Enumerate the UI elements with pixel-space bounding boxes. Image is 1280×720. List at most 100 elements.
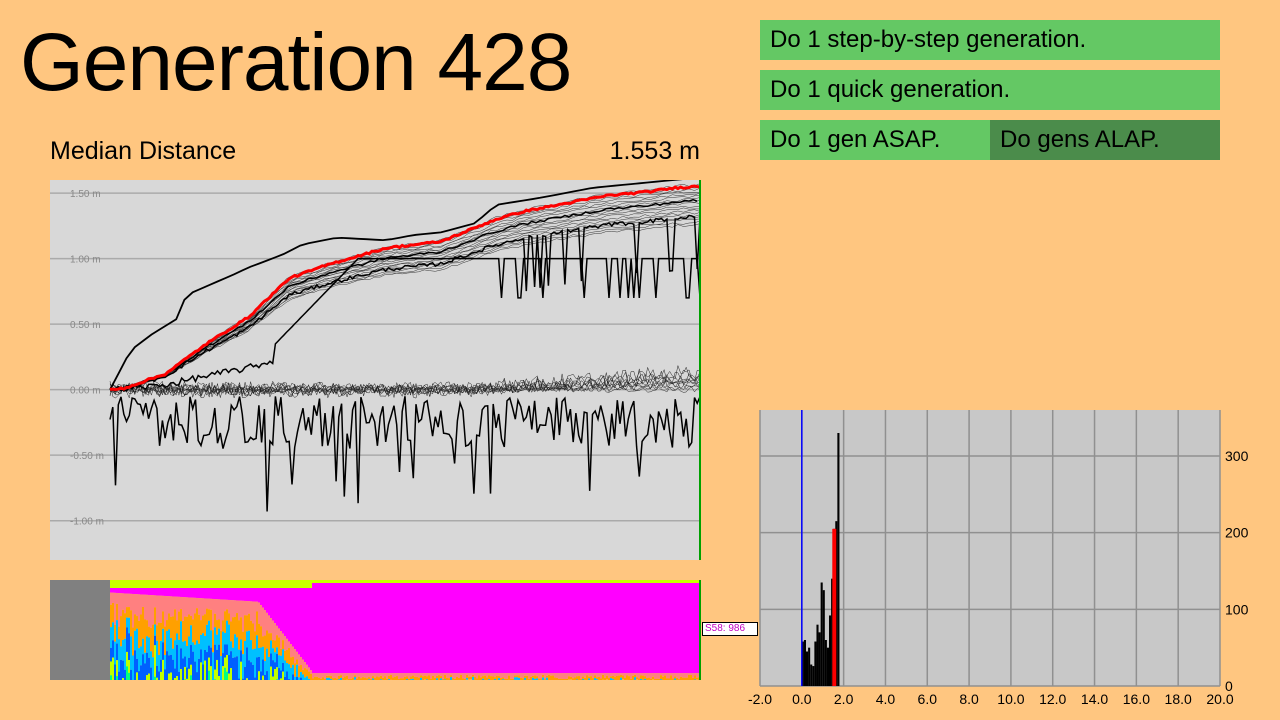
gens-alap-button[interactable]: Do gens ALAP. bbox=[990, 120, 1220, 160]
gen-asap-button[interactable]: Do 1 gen ASAP. bbox=[760, 120, 990, 160]
species-band bbox=[292, 588, 294, 647]
species-band bbox=[260, 588, 262, 606]
species-band bbox=[488, 673, 490, 676]
species-band bbox=[258, 602, 260, 624]
species-band bbox=[530, 673, 532, 677]
species-band bbox=[450, 677, 452, 680]
species-band bbox=[562, 583, 564, 674]
species-band bbox=[546, 580, 548, 583]
species-band bbox=[572, 583, 574, 674]
species-band bbox=[248, 601, 250, 614]
species-band bbox=[390, 674, 392, 680]
species-band bbox=[272, 676, 274, 680]
species-band bbox=[142, 607, 144, 639]
species-band bbox=[474, 583, 476, 674]
species-band bbox=[492, 676, 494, 680]
species-band bbox=[326, 677, 328, 680]
species-band bbox=[682, 673, 684, 678]
species-band bbox=[570, 673, 572, 677]
species-band bbox=[438, 583, 440, 674]
species-band bbox=[454, 580, 456, 583]
species-band bbox=[240, 588, 242, 601]
species-band bbox=[152, 580, 154, 588]
species-band bbox=[174, 640, 176, 669]
histogram-bar bbox=[822, 590, 825, 686]
species-band bbox=[384, 580, 386, 583]
species-band bbox=[626, 583, 628, 674]
species-band bbox=[420, 580, 422, 583]
species-band bbox=[578, 676, 580, 680]
species-band bbox=[616, 583, 618, 674]
distance-chart: 1.50 m1.00 m0.50 m0.00 m-0.50 m-1.00 m bbox=[50, 180, 701, 560]
species-band bbox=[406, 580, 408, 583]
species-band bbox=[508, 675, 510, 680]
species-band bbox=[518, 580, 520, 583]
species-band bbox=[522, 678, 524, 680]
species-band bbox=[504, 580, 506, 583]
species-band bbox=[204, 649, 206, 661]
species-band bbox=[568, 580, 570, 583]
species-band bbox=[334, 673, 336, 678]
species-band bbox=[160, 595, 162, 623]
species-band bbox=[494, 673, 496, 678]
quick-generation-button[interactable]: Do 1 quick generation. bbox=[760, 70, 1220, 110]
species-band bbox=[622, 675, 624, 680]
species-band bbox=[306, 664, 308, 670]
species-band bbox=[272, 620, 274, 640]
species-band bbox=[146, 675, 148, 680]
species-band bbox=[208, 670, 210, 680]
species-band bbox=[174, 677, 176, 680]
species-band bbox=[142, 638, 144, 655]
species-band bbox=[476, 678, 478, 680]
species-band bbox=[296, 580, 298, 588]
species-band bbox=[518, 677, 520, 680]
species-band bbox=[238, 600, 240, 621]
species-band bbox=[156, 677, 158, 680]
species-band bbox=[548, 583, 550, 674]
species-band bbox=[174, 596, 176, 610]
species-band bbox=[656, 673, 658, 679]
species-band bbox=[664, 580, 666, 583]
species-band bbox=[124, 638, 126, 670]
species-band bbox=[364, 583, 366, 674]
species-band bbox=[298, 666, 300, 678]
species-band bbox=[190, 664, 192, 676]
species-band bbox=[152, 595, 154, 625]
species-band bbox=[222, 599, 224, 621]
species-band bbox=[444, 679, 446, 680]
species-band bbox=[212, 598, 214, 631]
species-band bbox=[578, 673, 580, 677]
species-band bbox=[278, 580, 280, 588]
species-band bbox=[274, 669, 276, 680]
species-band bbox=[286, 588, 288, 639]
species-band bbox=[174, 609, 176, 641]
species-band bbox=[334, 677, 336, 680]
species-band bbox=[432, 675, 434, 680]
step-by-step-generation-button[interactable]: Do 1 step-by-step generation. bbox=[760, 20, 1220, 60]
species-band bbox=[360, 673, 362, 679]
species-band bbox=[182, 641, 184, 659]
species-band bbox=[146, 588, 148, 595]
species-band bbox=[268, 656, 270, 680]
species-band bbox=[214, 588, 216, 600]
species-band bbox=[286, 649, 288, 664]
species-band bbox=[694, 673, 696, 676]
species-band bbox=[220, 580, 222, 588]
species-band bbox=[412, 678, 414, 680]
species-band bbox=[198, 598, 200, 615]
species-band bbox=[520, 580, 522, 583]
species-band bbox=[266, 648, 268, 672]
species-band bbox=[662, 580, 664, 583]
species-band bbox=[138, 594, 140, 621]
distance-chart-background bbox=[50, 180, 700, 560]
percentile-line bbox=[109, 207, 700, 391]
species-band bbox=[114, 664, 116, 680]
species-band bbox=[180, 580, 182, 588]
species-band bbox=[370, 678, 372, 680]
species-band bbox=[144, 594, 146, 620]
species-band bbox=[440, 678, 442, 680]
species-band bbox=[204, 598, 206, 615]
species-band bbox=[586, 673, 588, 676]
species-band bbox=[530, 580, 532, 583]
species-band bbox=[128, 593, 130, 608]
